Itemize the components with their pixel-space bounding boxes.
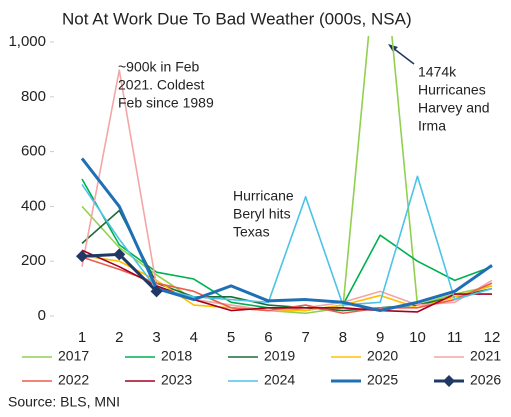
legend-label: 2018: [161, 348, 192, 364]
x-tick-label: 3: [152, 329, 160, 346]
annotation: Texas: [233, 224, 270, 240]
y-tick-label: 200: [21, 252, 46, 269]
x-tick-label: 2: [115, 329, 123, 346]
annotation: 2021. Coldest: [118, 77, 205, 93]
y-tick-label: 1,000: [8, 33, 46, 50]
annotation: Irma: [418, 118, 446, 134]
annotation: Hurricanes: [418, 82, 486, 98]
annotation: Hurricane: [233, 188, 294, 204]
legend-label: 2026: [470, 372, 501, 388]
x-tick-label: 5: [227, 329, 235, 346]
annotation: 1474k: [418, 64, 457, 80]
legend-label: 2021: [470, 348, 501, 364]
y-tick-label: 400: [21, 197, 46, 214]
series-line: [81, 209, 493, 312]
x-tick-label: 4: [190, 329, 198, 346]
annotation: ~900k in Feb: [118, 59, 200, 75]
legend-label: 2019: [264, 348, 295, 364]
series-line: [81, 36, 493, 315]
x-tick-label: 6: [264, 329, 272, 346]
annotation: Harvey and: [418, 100, 490, 116]
legend-label: 2017: [58, 348, 89, 364]
chart-title: Not At Work Due To Bad Weather (000s, NS…: [62, 9, 412, 28]
legend-marker: [443, 375, 455, 387]
annotation: Beryl hits: [233, 206, 291, 222]
marker: [76, 250, 88, 263]
legend-label: 2020: [367, 348, 398, 364]
series-line: [81, 249, 492, 313]
x-tick-label: 9: [376, 329, 384, 346]
annotation: Feb since 1989: [118, 95, 214, 111]
x-tick-label: 11: [447, 329, 463, 346]
x-tick-label: 7: [301, 329, 309, 346]
x-tick-label: 10: [409, 329, 426, 346]
series-line: [80, 157, 493, 313]
series-line: [81, 175, 493, 306]
series-line: [81, 69, 493, 312]
y-tick-label: 800: [21, 88, 46, 105]
legend-label: 2024: [264, 372, 295, 388]
source: Source: BLS, MNI: [8, 394, 120, 410]
legend-label: 2022: [58, 372, 89, 388]
marker: [113, 248, 126, 261]
marker: [150, 285, 163, 298]
x-tick-label: 8: [339, 329, 347, 346]
plot-area: [76, 36, 493, 315]
x-tick-label: 1: [78, 329, 86, 346]
y-tick-label: 0: [38, 307, 46, 324]
x-tick-label: 12: [484, 329, 501, 346]
legend-label: 2025: [367, 372, 398, 388]
legend-label: 2023: [161, 372, 192, 388]
y-tick-label: 600: [21, 143, 46, 160]
arrow: [392, 47, 415, 65]
